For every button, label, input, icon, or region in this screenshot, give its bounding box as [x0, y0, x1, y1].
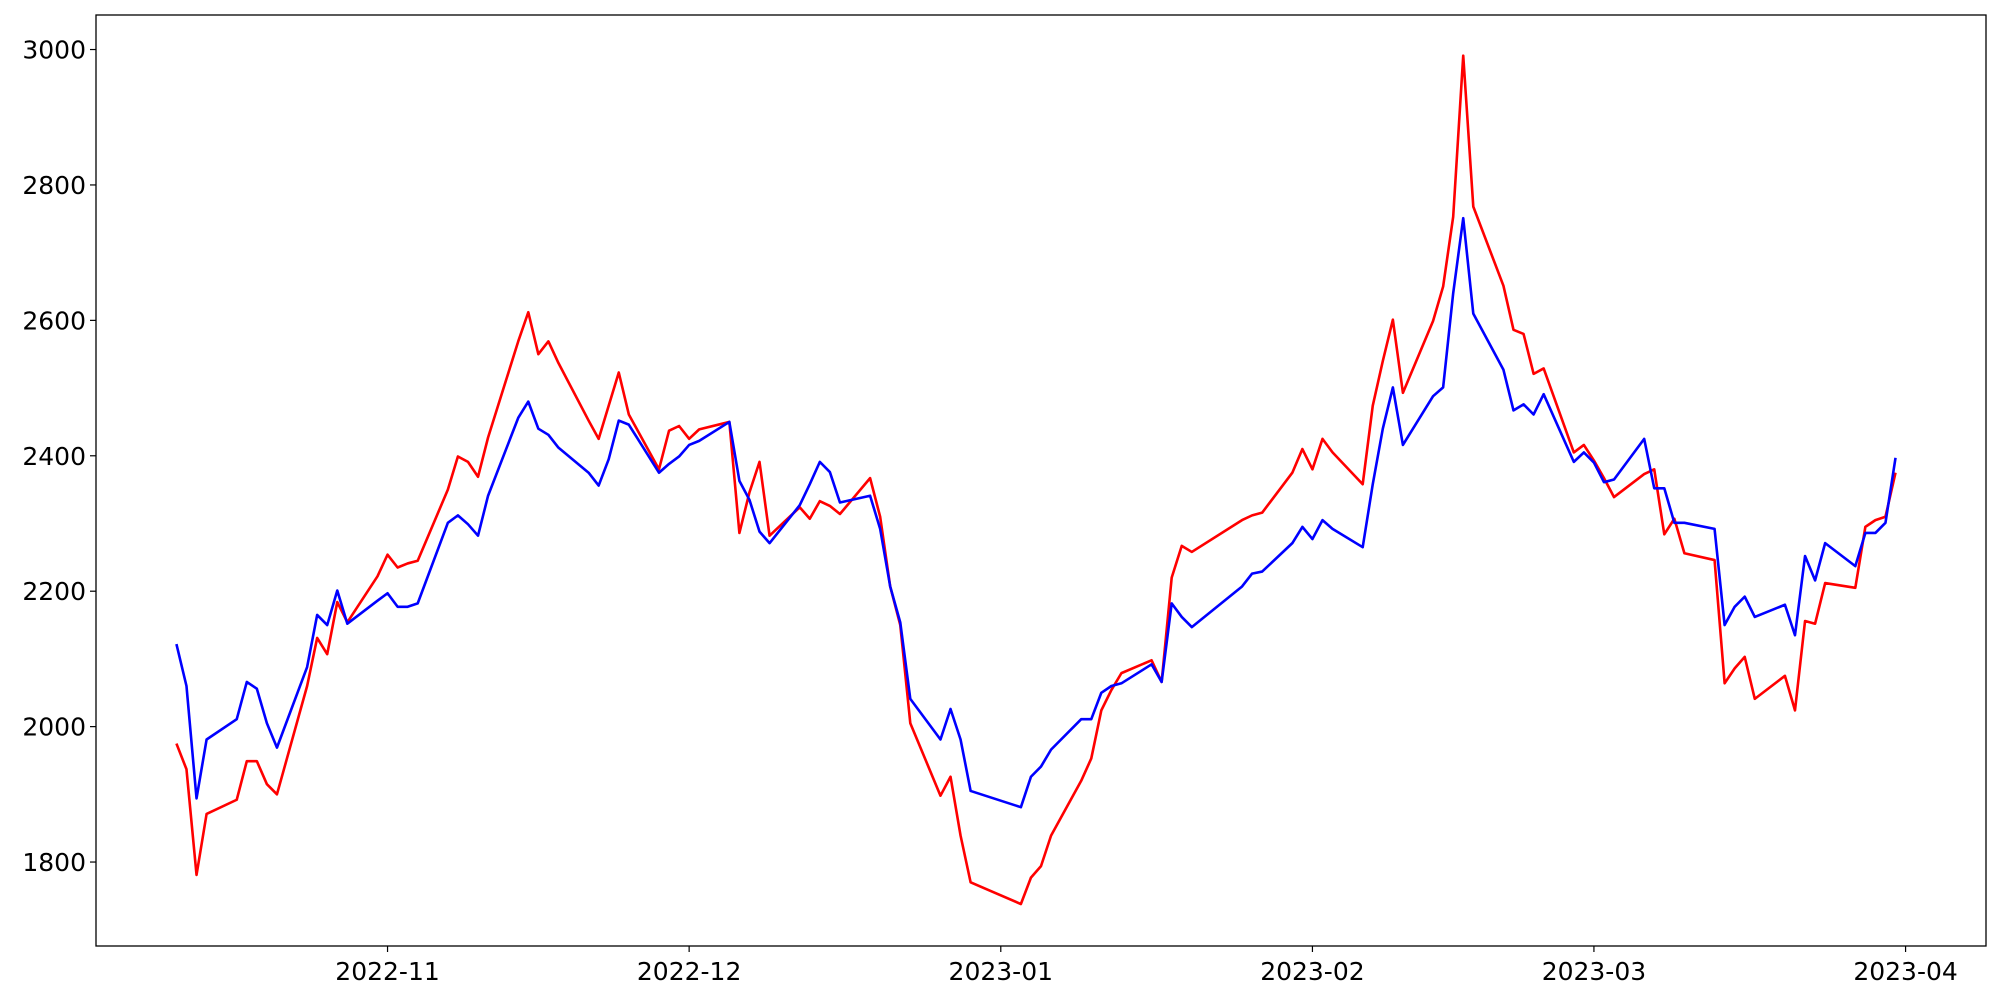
data-line — [175, 54, 1897, 906]
x-tick-label: 2023-04 — [1853, 957, 1957, 986]
x-tick-label: 2023-02 — [1260, 957, 1364, 986]
plot-frame — [95, 14, 1987, 947]
y-tick-label: 2000 — [22, 713, 86, 742]
y-tick-label: 2600 — [22, 306, 86, 335]
y-tick-label: 2800 — [22, 171, 86, 200]
x-tick-label: 2022-12 — [637, 957, 741, 986]
data-line — [175, 216, 1897, 809]
y-tick-label: 2200 — [22, 577, 86, 606]
x-tick-label: 2023-01 — [949, 957, 1053, 986]
y-tick-label: 3000 — [22, 36, 86, 65]
y-tick-label: 1800 — [22, 848, 86, 877]
x-tick-label: 2023-03 — [1542, 957, 1646, 986]
x-tick-label: 2022-11 — [335, 957, 439, 986]
y-tick-label: 2400 — [22, 442, 86, 471]
